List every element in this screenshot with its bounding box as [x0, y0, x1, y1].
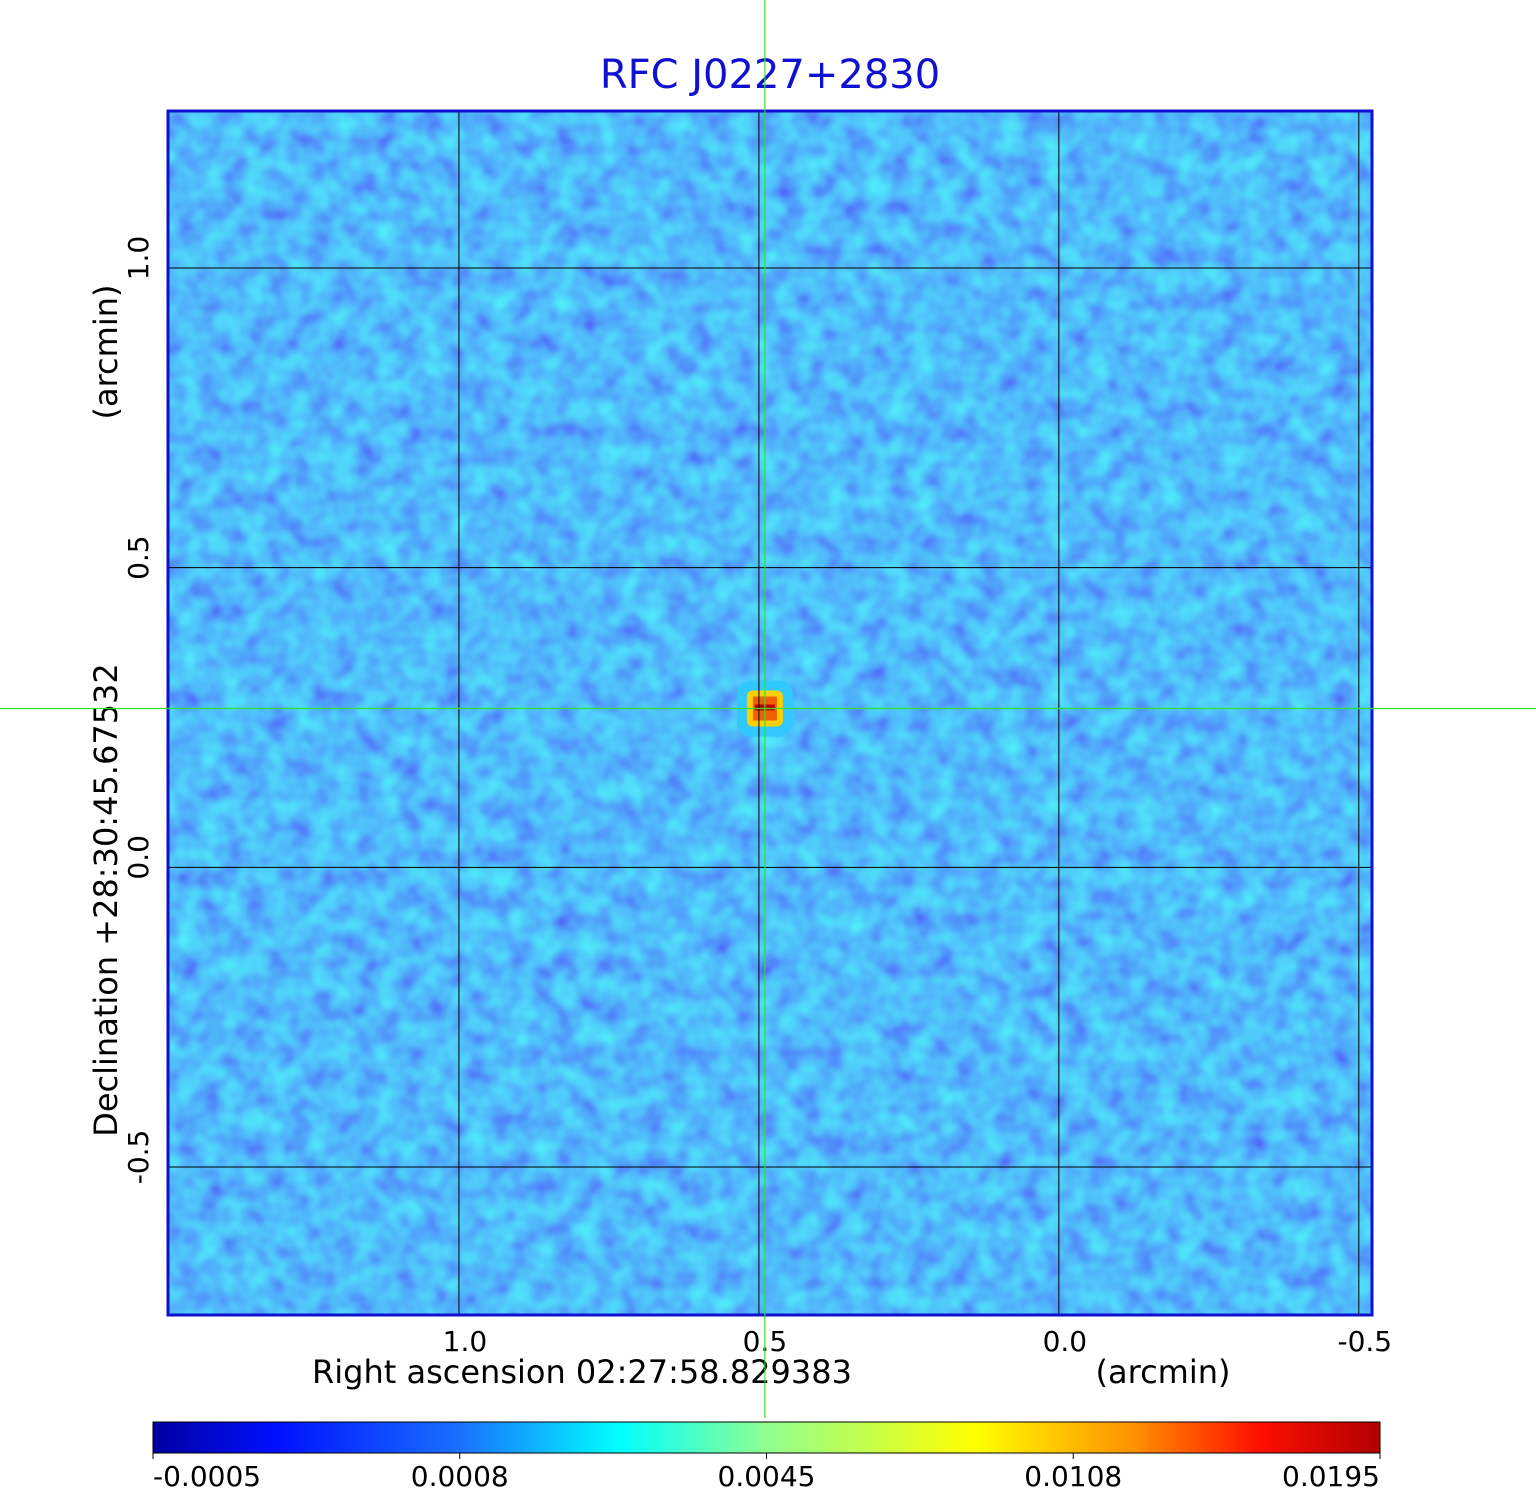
- x-axis-label: Right ascension 02:27:58.829383: [312, 1353, 852, 1391]
- colorbar-tick-label: 0.0045: [718, 1460, 816, 1493]
- x-tick-label: -0.5: [1337, 1325, 1392, 1358]
- x-tick-label: 0.0: [1043, 1325, 1088, 1358]
- colorbar-tick-label: 0.0108: [1024, 1460, 1122, 1493]
- plot-frame: [166, 109, 1374, 1317]
- y-tick-label: -0.5: [122, 1130, 155, 1185]
- colorbar-tick-label: -0.0005: [153, 1460, 261, 1493]
- colorbar-tick-label: 0.0008: [411, 1460, 509, 1493]
- colorbar-tick-label: 0.0195: [1282, 1460, 1380, 1493]
- colorbar: [152, 1421, 1381, 1454]
- x-tick-label: 1.0: [443, 1325, 488, 1358]
- y-tick-label: 0.5: [122, 535, 155, 580]
- y-tick-label: 0.0: [122, 835, 155, 880]
- y-axis-unit: (arcmin): [87, 285, 125, 420]
- chart-title: RFC J0227+2830: [600, 52, 940, 98]
- y-tick-label: 1.0: [122, 236, 155, 281]
- y-axis-label: Declination +28:30:45.67532: [87, 663, 125, 1137]
- x-axis-unit: (arcmin): [1096, 1353, 1231, 1391]
